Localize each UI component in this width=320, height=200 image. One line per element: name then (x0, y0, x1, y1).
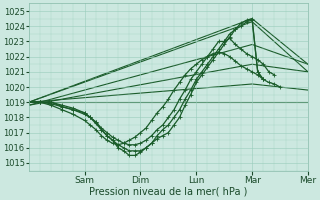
X-axis label: Pression niveau de la mer( hPa ): Pression niveau de la mer( hPa ) (89, 187, 248, 197)
